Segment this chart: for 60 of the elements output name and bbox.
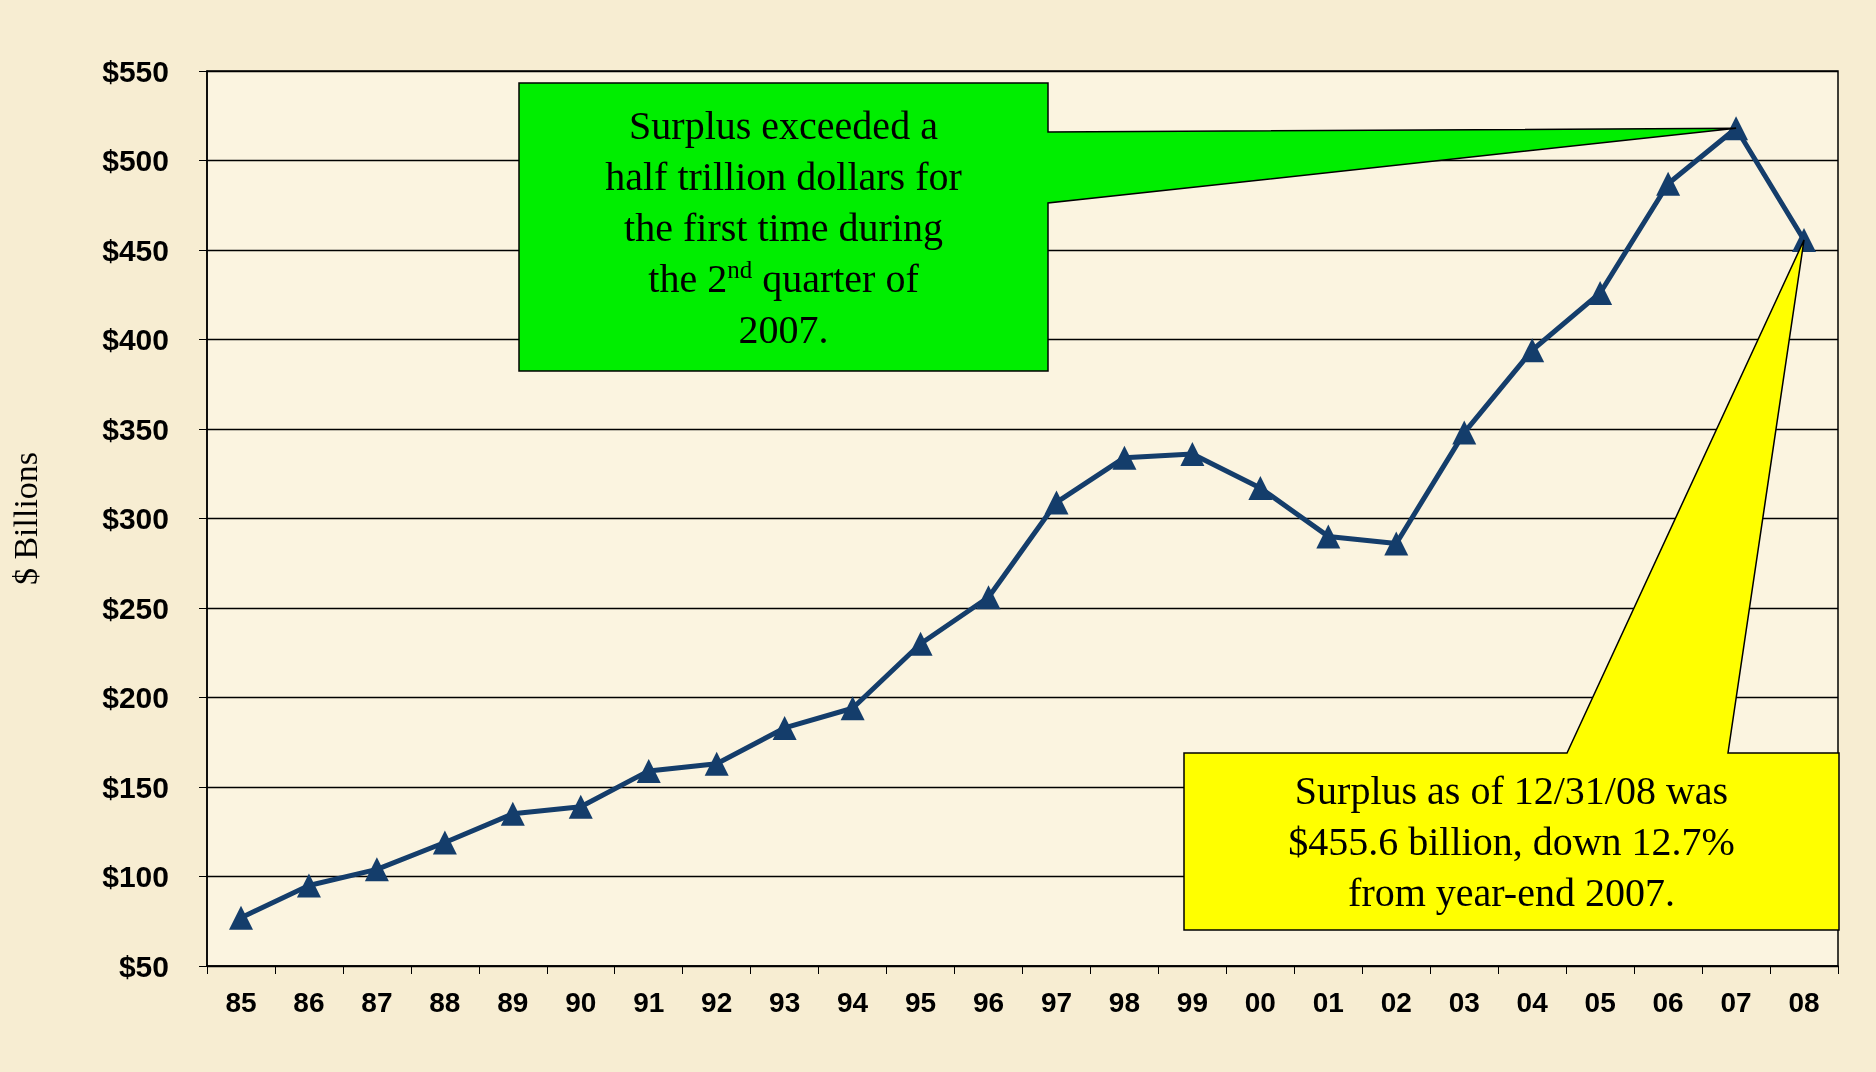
x-tick-label: 04: [1516, 986, 1549, 1018]
x-tick-label: 96: [972, 986, 1005, 1018]
annotation: Surplus as of 12/31/08 was $455.6 billion, down 12.7% from year-end 2007.: [1288, 768, 1735, 915]
point: [296, 873, 321, 898]
point: [432, 830, 457, 855]
x-tick-label: 97: [1040, 986, 1073, 1018]
y-tick-label: $500: [102, 144, 169, 177]
x-tick-label: 93: [769, 986, 801, 1018]
point: [1384, 531, 1409, 556]
x-tick-label: 98: [1108, 986, 1141, 1018]
y-tick-label: $100: [102, 860, 169, 893]
y-tick-label: $300: [102, 502, 169, 535]
x-tick-label: 95: [904, 986, 937, 1018]
point: [772, 715, 797, 740]
point: [1316, 524, 1341, 549]
x-tick-label: 86: [293, 986, 325, 1018]
point: [1656, 171, 1681, 196]
y-tick-label: $350: [102, 412, 169, 446]
x-tick-label: 94: [837, 986, 869, 1018]
x-tick-label: 87: [361, 986, 393, 1018]
x-tick-label: 07: [1720, 986, 1752, 1018]
point: [568, 794, 593, 819]
x-tick-label: 91: [633, 986, 665, 1018]
x-tick-label: 03: [1448, 986, 1480, 1018]
y-tick-label: $50: [118, 949, 169, 983]
point: [1112, 445, 1137, 470]
x-tick-label: 85: [225, 986, 257, 1018]
x-tick-label: 89: [497, 986, 529, 1018]
point: [976, 585, 1001, 610]
point: [1180, 442, 1205, 467]
y-tick-label: $400: [102, 323, 169, 356]
x-tick-label: 06: [1652, 986, 1684, 1018]
point: [1724, 116, 1749, 141]
y-axis-title: $ Billions: [6, 451, 44, 586]
x-tick-label: 02: [1380, 986, 1412, 1018]
point: [704, 751, 729, 776]
x-tick-label: 05: [1584, 986, 1616, 1018]
point: [364, 857, 389, 882]
x-tick-label: 00: [1244, 986, 1276, 1018]
x-tick-label: 99: [1176, 986, 1208, 1018]
point: [1452, 420, 1477, 445]
point: [228, 905, 253, 930]
point: [500, 801, 525, 826]
point: [1520, 338, 1545, 363]
point: [636, 758, 661, 783]
point: [1248, 476, 1273, 501]
point: [840, 696, 865, 721]
x-tick-label: 92: [701, 986, 733, 1018]
point: [1044, 490, 1069, 515]
y-tick-label: $450: [102, 233, 169, 267]
x-tick-label: 90: [565, 986, 597, 1018]
point: [908, 631, 933, 656]
x-tick-label: 01: [1312, 986, 1344, 1018]
y-tick-label: $250: [102, 591, 169, 625]
point: [1588, 280, 1613, 305]
x-tick-label: 08: [1788, 986, 1820, 1018]
x-tick-label: 88: [429, 986, 461, 1018]
y-tick-label: $200: [102, 681, 169, 714]
y-tick-label: $150: [102, 770, 169, 804]
y-tick-label: $550: [102, 54, 169, 88]
